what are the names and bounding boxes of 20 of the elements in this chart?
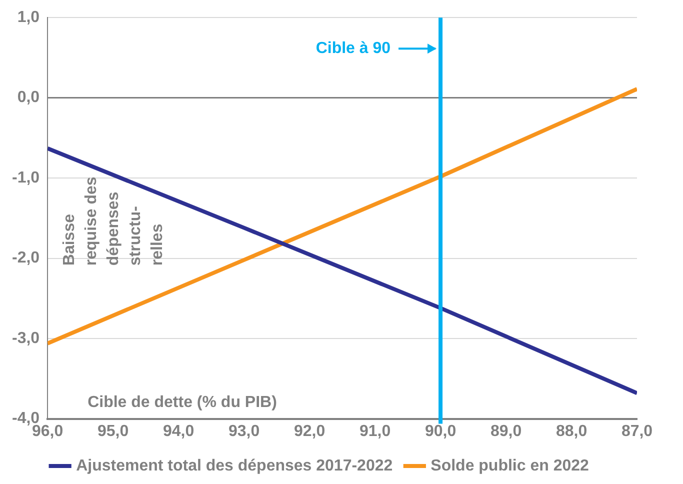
y-tick-label: -1,0 [12,169,40,186]
x-tick-label: 92,0 [294,422,326,440]
y-tick-label: -3,0 [12,330,40,347]
x-tick-label: 90,0 [424,422,456,440]
x-tick-label: 91,0 [359,422,391,440]
x-tick-label: 95,0 [97,422,129,440]
x-tick-label: 88,0 [556,422,588,440]
y-tick-label: 1,0 [17,9,40,26]
legend-label: Ajustement total des dépenses 2017-2022 [76,457,393,474]
x-tick-label: 96,0 [32,422,64,440]
x-tick-label: 89,0 [490,422,522,440]
x-tick-label: 93,0 [228,422,260,440]
x-tick-label: 94,0 [162,422,194,440]
y-axis-title: Baisse requise des dépenses structu- relles [60,176,166,266]
x-tick-label: 87,0 [621,422,653,440]
y-tick-label: 0,0 [17,89,40,106]
y-tick-label: -2,0 [12,250,40,267]
ref-line-label: Cible à 90 [316,40,391,58]
legend-label: Solde public en 2022 [430,457,590,474]
x-axis-title: Cible de dette (% du PIB) [88,394,277,412]
